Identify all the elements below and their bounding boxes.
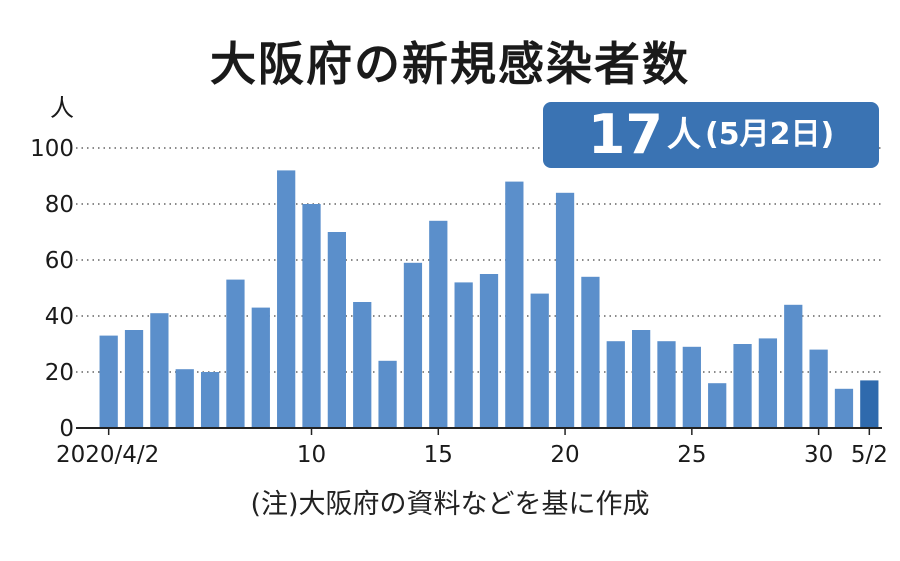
bar [353,302,372,428]
bar [429,220,448,428]
bar [150,313,169,428]
bar [505,181,524,428]
bar [378,360,397,428]
y-tick-label: 0 [59,416,74,442]
x-tick-label: 5/2 [851,442,888,468]
bar [758,338,778,428]
x-tick-label: 10 [297,442,326,468]
bar [834,388,854,428]
bar [454,282,473,428]
bar [784,304,803,428]
latest-count-badge: 17 人 (5月2日) [543,102,879,168]
bar [327,232,346,428]
badge-value: 17 [587,103,663,166]
bar [175,369,194,428]
bar [99,335,118,428]
source-note: (注)大阪府の資料などを基に作成 [250,489,650,520]
x-tick-label: 20 [550,442,579,468]
y-tick-label: 60 [45,248,74,274]
bar [403,262,423,428]
bar [682,346,701,428]
badge-unit: 人 [666,115,701,155]
bar [479,274,499,428]
bar [555,192,575,428]
y-axis-unit: 人 [50,94,74,122]
bar [708,383,727,428]
chart-title: 大阪府の新規感染者数 [210,37,690,91]
y-tick-label: 80 [45,192,74,218]
bar [530,293,549,428]
bar [277,170,296,428]
bar [251,307,270,428]
y-tick-label: 40 [45,304,74,330]
bar [733,344,752,428]
x-tick-label: 30 [804,442,833,468]
bar [632,330,651,428]
y-tick-label: 100 [30,136,74,162]
bar [606,341,625,428]
badge-date: (5月2日) [704,117,835,152]
x-tick-label: 15 [424,442,453,468]
bar [581,276,600,428]
bar [657,341,676,428]
bar [302,204,321,428]
x-tick-label: 2020/4/2 [56,442,159,468]
x-tick-label: 25 [677,442,706,468]
bar [124,330,144,428]
bar [226,279,245,428]
bar [200,372,220,428]
bar [860,380,879,428]
y-tick-label: 20 [45,360,74,386]
bar [809,349,828,428]
